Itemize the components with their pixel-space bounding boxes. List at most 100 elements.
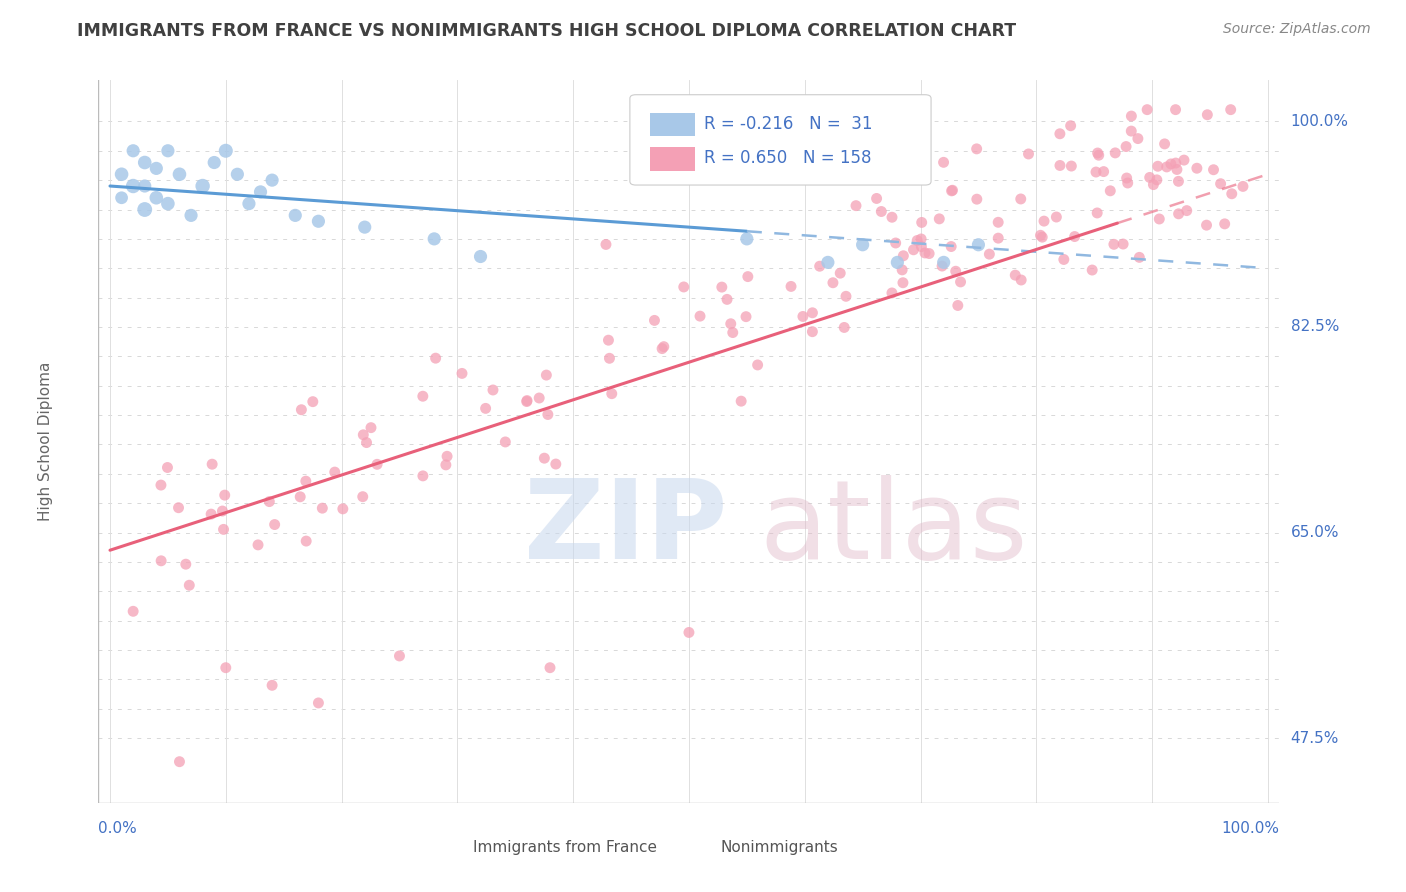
Point	[122, 604, 145, 618]
Point	[1209, 177, 1232, 191]
Point	[1049, 159, 1071, 173]
Point	[1085, 206, 1108, 220]
Point	[122, 144, 145, 158]
Point	[1156, 160, 1178, 174]
Point	[145, 191, 167, 205]
Point	[284, 208, 307, 222]
Point	[941, 184, 963, 198]
Point	[1033, 214, 1056, 228]
Point	[672, 280, 695, 294]
Point	[1173, 153, 1195, 167]
Point	[678, 625, 700, 640]
Text: IMMIGRANTS FROM FRANCE VS NONIMMIGRANTS HIGH SCHOOL DIPLOMA CORRELATION CHART: IMMIGRANTS FROM FRANCE VS NONIMMIGRANTS …	[77, 22, 1017, 40]
Point	[494, 434, 516, 449]
Point	[893, 249, 915, 263]
Point	[1128, 251, 1150, 265]
Point	[366, 458, 388, 472]
Point	[880, 211, 903, 225]
Point	[262, 173, 284, 187]
Point	[156, 460, 179, 475]
Point	[536, 368, 558, 382]
Point	[482, 383, 505, 397]
Point	[214, 488, 236, 502]
Point	[110, 191, 132, 205]
Point	[1121, 109, 1143, 123]
Point	[1092, 164, 1115, 178]
Point	[1018, 147, 1040, 161]
Point	[263, 517, 285, 532]
Bar	[650, 112, 695, 136]
Point	[301, 394, 323, 409]
Point	[945, 264, 967, 278]
Point	[516, 393, 538, 408]
Point	[652, 340, 675, 354]
Point	[1010, 273, 1032, 287]
Point	[238, 196, 260, 211]
Point	[651, 342, 673, 356]
Point	[1004, 268, 1026, 282]
Point	[1232, 179, 1254, 194]
Point	[928, 211, 950, 226]
Point	[801, 325, 824, 339]
Point	[1087, 146, 1109, 161]
Point	[360, 420, 382, 434]
Point	[1175, 203, 1198, 218]
Point	[1167, 174, 1189, 188]
Point	[533, 451, 555, 466]
Point	[353, 220, 375, 235]
Point	[865, 191, 887, 205]
Point	[1115, 139, 1137, 153]
Point	[598, 351, 620, 366]
Point	[527, 391, 550, 405]
Text: Source: ZipAtlas.com: Source: ZipAtlas.com	[1223, 22, 1371, 37]
Point	[537, 408, 560, 422]
Bar	[650, 147, 695, 170]
Point	[966, 142, 988, 156]
Point	[1115, 171, 1137, 186]
Point	[1085, 165, 1108, 179]
Point	[226, 167, 249, 181]
Point	[307, 214, 329, 228]
Point	[1146, 159, 1168, 173]
Point	[434, 458, 457, 472]
Point	[307, 696, 329, 710]
Point	[967, 237, 990, 252]
Point	[352, 490, 374, 504]
Point	[122, 179, 145, 194]
Point	[249, 185, 271, 199]
Point	[830, 266, 852, 280]
Point	[516, 394, 538, 409]
Point	[1185, 161, 1208, 176]
Point	[1164, 103, 1187, 117]
Point	[932, 155, 955, 169]
Point	[1063, 229, 1085, 244]
Point	[941, 239, 963, 253]
Bar	[434, 840, 464, 855]
Point	[1059, 119, 1081, 133]
Point	[870, 204, 893, 219]
Point	[910, 232, 932, 246]
Point	[600, 386, 623, 401]
Point	[792, 310, 814, 324]
Point	[1197, 108, 1219, 122]
Text: atlas: atlas	[759, 475, 1028, 582]
Point	[211, 504, 233, 518]
Point	[412, 389, 434, 403]
Point	[290, 402, 312, 417]
Point	[817, 255, 839, 269]
Text: 82.5%: 82.5%	[1291, 319, 1339, 334]
Point	[145, 161, 167, 176]
Point	[737, 269, 759, 284]
Point	[474, 401, 496, 416]
Point	[910, 240, 932, 254]
Point	[156, 196, 179, 211]
Point	[1142, 178, 1164, 192]
Point	[1166, 162, 1188, 177]
Point	[1031, 230, 1053, 244]
Point	[1164, 156, 1187, 170]
Point	[1116, 176, 1139, 190]
Point	[710, 280, 733, 294]
Point	[1136, 103, 1159, 117]
Point	[538, 661, 561, 675]
Point	[1049, 127, 1071, 141]
